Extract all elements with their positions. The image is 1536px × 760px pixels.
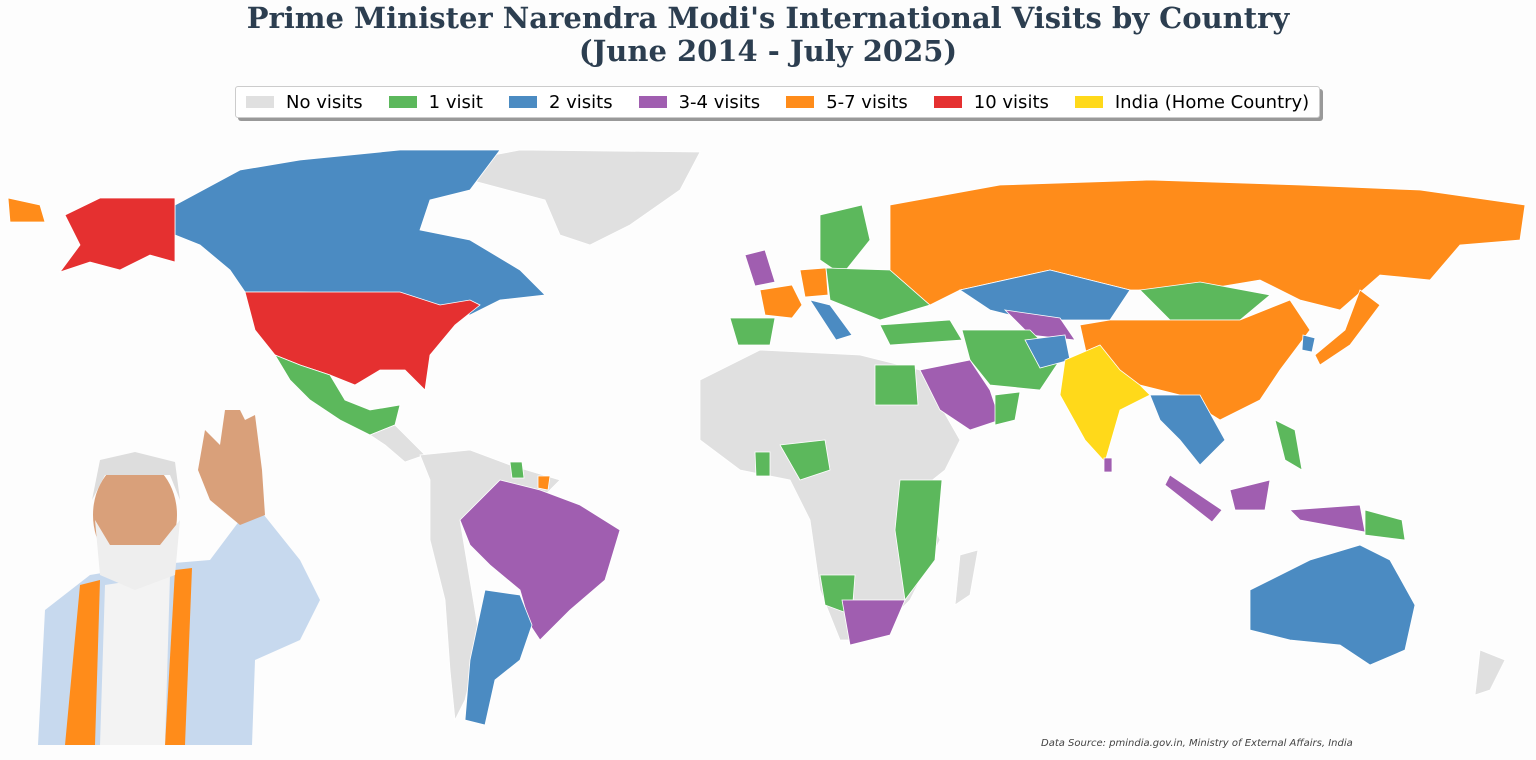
legend-item: 3-4 visits: [638, 91, 761, 113]
legend-label: No visits: [286, 91, 363, 113]
legend: No visits 1 visit 2 visits 3-4 visits 5-7 vi…: [235, 86, 1321, 118]
legend-swatch: [786, 96, 815, 108]
legend-item: 2 visits: [508, 91, 613, 113]
country-region: [994, 391, 1021, 426]
country-region: [825, 267, 931, 321]
country-region: [779, 439, 831, 481]
country-region: [874, 364, 919, 406]
country-region: [1274, 419, 1303, 471]
country-region: [954, 549, 979, 606]
country-region: [1229, 479, 1271, 511]
country-region: [841, 599, 906, 646]
country-region: [274, 354, 401, 436]
country-region: [799, 267, 829, 298]
country-region: [509, 461, 525, 479]
country-region: [1301, 334, 1316, 353]
legend-swatch: [1074, 96, 1103, 108]
country-region: [1314, 289, 1381, 366]
country-region: [438, 149, 701, 246]
country-region: [1474, 649, 1506, 696]
country-region: [1289, 504, 1366, 533]
country-region: [1059, 344, 1151, 463]
legend-label: 1 visit: [428, 91, 483, 113]
legend-label: India (Home Country): [1114, 91, 1310, 113]
legend-label: 10 visits: [973, 91, 1049, 113]
legend-label: 5-7 visits: [826, 91, 908, 113]
country-region: [459, 479, 621, 641]
country-region: [759, 284, 803, 319]
legend-label: 2 visits: [548, 91, 613, 113]
legend-swatch: [246, 96, 274, 108]
country-region: [244, 291, 481, 391]
country-region: [894, 479, 943, 602]
country-region: [1164, 474, 1223, 523]
country-region: [754, 451, 771, 477]
country-region: [174, 149, 546, 316]
legend-item: 10 visits: [933, 91, 1049, 113]
legend-swatch: [933, 96, 962, 108]
country-region: [879, 319, 963, 346]
legend-item: 1 visit: [388, 91, 483, 113]
country-region: [729, 317, 776, 346]
source-note: Data Source: pmindia.gov.in, Ministry of…: [1041, 738, 1353, 749]
country-region: [1149, 394, 1226, 466]
country-region: [809, 299, 853, 341]
legend-item: 5-7 visits: [786, 92, 908, 113]
country-region: [7, 197, 46, 223]
title-line: (June 2014 - July 2025): [578, 34, 958, 68]
title-line: Prime Minister Narendra Modi's Internati…: [246, 1, 1290, 35]
legend-label: 3-4 visits: [678, 91, 761, 113]
country-region: [1003, 309, 1076, 341]
legend-item: No visits: [246, 92, 363, 113]
country-region: [1364, 509, 1406, 541]
legend-item: India (Home Country): [1074, 91, 1310, 113]
legend-swatch: [388, 96, 417, 108]
country-region: [744, 249, 776, 287]
portrait-illustration: [38, 410, 320, 745]
chart-title: Prime Minister Narendra Modi's Internati…: [0, 2, 1536, 68]
country-region: [464, 589, 533, 726]
country-region: [537, 475, 551, 491]
country-region: [819, 204, 871, 276]
country-region: [1139, 281, 1271, 321]
country-region: [58, 197, 176, 273]
legend-swatch: [638, 96, 667, 108]
legend-swatch: [508, 96, 537, 108]
country-region: [1103, 457, 1113, 473]
country-region: [1249, 544, 1416, 666]
